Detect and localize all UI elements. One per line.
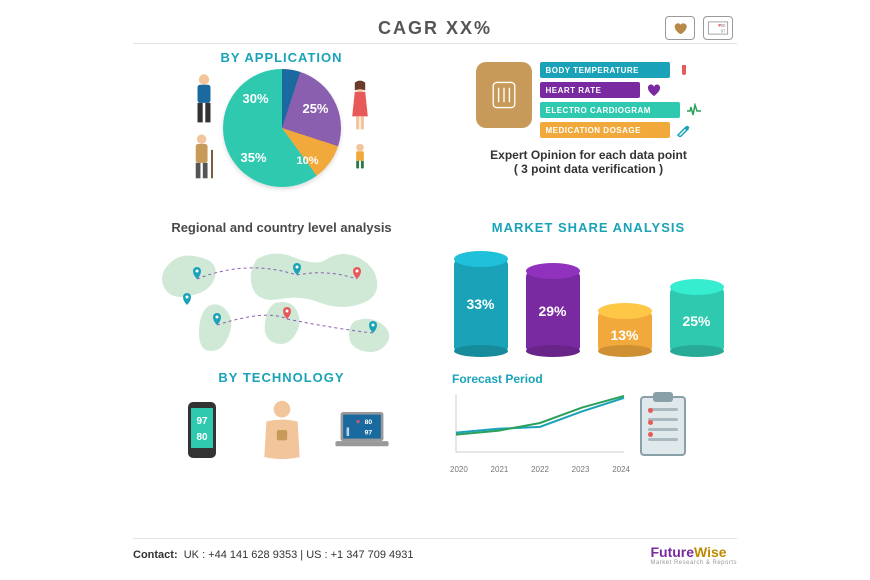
forecast-chart: 2020 2021 2022 2023 2024 (450, 388, 630, 474)
cylinder-bar: 33% (454, 259, 508, 351)
logo-tagline: Market Research & Reports (650, 560, 737, 566)
page-title: CAGR XX% (133, 18, 737, 39)
datapoint-row: MEDICATION DOSAGE (540, 122, 702, 138)
chip-icon (476, 62, 532, 128)
pie-label-2: 10% (296, 155, 318, 167)
svg-text:97: 97 (196, 416, 208, 427)
phone-icon: 97 80 (172, 391, 232, 469)
svg-text:80: 80 (721, 23, 726, 28)
contact-uk: UK : +44 141 628 9353 (184, 549, 297, 561)
world-map (147, 239, 417, 359)
people-right (347, 80, 373, 176)
regional-title: Regional and country level analysis (133, 220, 430, 235)
heart-icon (646, 83, 662, 97)
datapoints-section: BODY TEMPERATURE HEART RATE ELECTRO CARDIO… (440, 50, 737, 220)
man-icon (191, 73, 217, 125)
expert-note-1: Expert Opinion for each data point (440, 148, 737, 162)
datapoint-row: ELECTRO CARDIOGRAM (540, 102, 702, 118)
year-label: 2022 (531, 465, 549, 474)
datapoint-bar: HEART RATE (540, 82, 640, 98)
people-left (191, 73, 217, 183)
contact-label: Contact: (133, 549, 178, 561)
divider (133, 43, 737, 44)
infographic-sheet: CAGR XX% ♥8097 BY APPLICATION (115, 10, 755, 570)
logo: FutureWise Market Research & Reports (650, 544, 737, 566)
clipboard-icon (640, 396, 686, 456)
monitor-icon: ♥8097 (703, 16, 733, 40)
logo-part1: Future (650, 544, 694, 560)
datapoint-bar: BODY TEMPERATURE (540, 62, 670, 78)
market-share-section: MARKET SHARE ANALYSIS 33% 29% 13% 25% (440, 220, 737, 370)
datapoint-bar: MEDICATION DOSAGE (540, 122, 670, 138)
application-section: BY APPLICATION 30% 25% 10% (133, 50, 430, 220)
year-label: 2024 (612, 465, 630, 474)
datapoint-row: HEART RATE (540, 82, 702, 98)
cylinder-label: 33% (454, 296, 508, 312)
year-label: 2023 (572, 465, 590, 474)
top-icons: ♥8097 (665, 16, 733, 40)
laptop-icon: ♥ 80 97 (332, 391, 392, 469)
svg-text:97: 97 (364, 429, 372, 436)
cylinder-label: 25% (670, 313, 724, 329)
svg-text:80: 80 (196, 432, 208, 443)
chip-heart-icon (665, 16, 695, 40)
datapoint-bars: BODY TEMPERATURE HEART RATE ELECTRO CARDIO… (540, 62, 702, 138)
child-icon (347, 138, 373, 176)
thermometer-icon (676, 63, 692, 77)
pie-label-0: 30% (243, 91, 269, 106)
pie-label-1: 25% (302, 101, 328, 116)
datapoint-bar: ELECTRO CARDIOGRAM (540, 102, 680, 118)
technology-title: BY TECHNOLOGY (133, 370, 430, 385)
application-title: BY APPLICATION (133, 50, 430, 65)
logo-part2: Wise (694, 544, 727, 560)
forecast-section: Forecast Period 2020 2021 2022 2023 2024 (440, 370, 737, 510)
footer: Contact: UK : +44 141 628 9353 | US : +1… (133, 538, 737, 566)
technology-section: BY TECHNOLOGY 97 80 (133, 370, 430, 510)
cylinder-label: 29% (526, 303, 580, 319)
year-label: 2020 (450, 465, 468, 474)
datapoint-row: BODY TEMPERATURE (540, 62, 702, 78)
cylinder-bar: 29% (526, 271, 580, 351)
contact-us: US : +1 347 709 4931 (306, 549, 413, 561)
forecast-years: 2020 2021 2022 2023 2024 (450, 465, 630, 474)
cylinder-label: 13% (598, 327, 652, 343)
cylinder-bar: 13% (598, 311, 652, 351)
pie-label-3: 35% (241, 150, 267, 165)
contact-line: Contact: UK : +44 141 628 9353 | US : +1… (133, 549, 414, 561)
regional-section: Regional and country level analysis (133, 220, 430, 370)
ecg-icon (686, 103, 702, 117)
market-share-title: MARKET SHARE ANALYSIS (440, 220, 737, 235)
cylinder-bar: 25% (670, 287, 724, 351)
svg-text:♥: ♥ (356, 419, 360, 426)
expert-note-2: ( 3 point data verification ) (440, 162, 737, 176)
svg-text:97: 97 (721, 28, 726, 33)
syringe-icon (676, 123, 692, 137)
forecast-title: Forecast Period (452, 372, 737, 386)
year-label: 2021 (491, 465, 509, 474)
cylinder-chart: 33% 29% 13% 25% (440, 241, 737, 351)
patient-icon (252, 391, 312, 469)
svg-text:80: 80 (364, 419, 372, 426)
application-pie: 30% 25% 10% 35% (223, 69, 341, 187)
elder-icon (191, 131, 217, 183)
woman-icon (347, 80, 373, 132)
